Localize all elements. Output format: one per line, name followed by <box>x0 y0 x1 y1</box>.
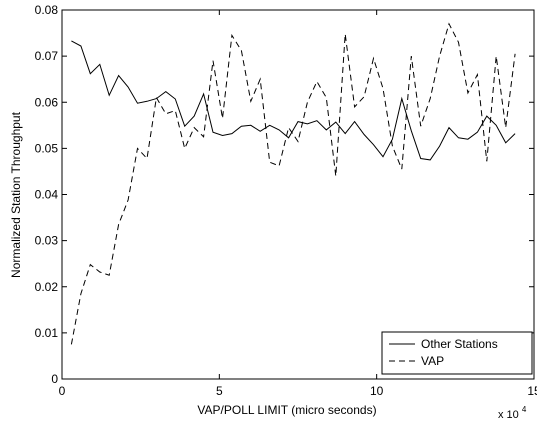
x-multiplier-label: x 10 4 <box>498 405 527 421</box>
x-tick-label: 15 <box>527 384 537 398</box>
legend-label-vap: VAP <box>421 354 444 368</box>
y-tick-label: 0 <box>51 372 58 386</box>
y-tick-label: 0.08 <box>35 3 59 17</box>
y-tick-label: 0.04 <box>35 188 59 202</box>
legend: Other Stations VAP <box>381 331 533 375</box>
y-tick-label: 0.02 <box>35 280 59 294</box>
axis-ticks <box>61 9 535 380</box>
series-line-vap <box>70 22 516 345</box>
y-tick-label: 0.06 <box>35 95 59 109</box>
x-multiplier-base: x 10 <box>498 409 519 421</box>
x-tick-label: 0 <box>59 384 66 398</box>
series-lines <box>70 22 516 345</box>
x-multiplier-exponent: 4 <box>522 405 527 414</box>
x-tick-label: 10 <box>370 384 384 398</box>
series-line-other-stations <box>71 40 516 161</box>
legend-box <box>381 331 533 375</box>
x-axis-label: VAP/POLL LIMIT (micro seconds) <box>197 403 376 417</box>
y-tick-label: 0.07 <box>35 49 59 63</box>
tick-labels: 0 5 10 15 0 0.01 0.02 0.03 0.04 0.05 0.06 0.07 0.08 <box>35 3 537 398</box>
y-tick-label: 0.01 <box>35 326 59 340</box>
x-tick-label: 5 <box>216 384 223 398</box>
y-tick-label: 0.03 <box>35 234 59 248</box>
legend-label-other-stations: Other Stations <box>421 337 498 351</box>
y-tick-label: 0.05 <box>35 141 59 155</box>
y-axis-label: Normalized Station Throughput <box>9 111 23 278</box>
plot-area <box>61 9 535 380</box>
